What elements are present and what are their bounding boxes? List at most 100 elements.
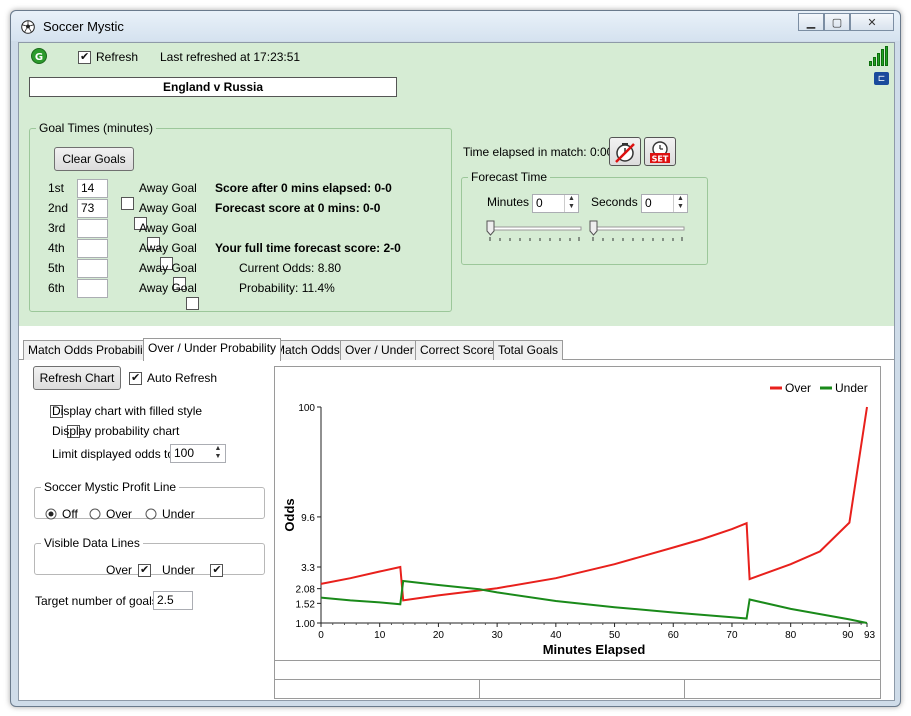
seconds-spinner[interactable]: 0 ▲ ▼ xyxy=(641,194,688,213)
goal-row-label: 1st xyxy=(48,181,65,195)
visible-under-checkbox[interactable] xyxy=(210,562,224,578)
match-panel: G Refresh Last refreshed at 17:23:51 ⊏ E… xyxy=(19,43,894,326)
spinner-arrows-icon[interactable]: ▲ ▼ xyxy=(673,195,687,212)
y-tick-label: 2.08 xyxy=(296,585,316,596)
tab-total-goals[interactable]: Total Goals xyxy=(493,340,564,360)
refresh-chart-button[interactable]: Refresh Chart xyxy=(33,366,121,390)
over-under-chart: 1.00 1.52 2.08 3.3 9.6 100 0 10 20 30 40 50 60 70 80 90… xyxy=(282,381,876,657)
away-goal-checkbox[interactable] xyxy=(121,196,134,210)
window-title: Soccer Mystic xyxy=(43,19,124,34)
y-tick-label: 9.6 xyxy=(301,513,315,524)
auto-refresh-label: Auto Refresh xyxy=(147,371,218,385)
seconds-value: 0 xyxy=(645,196,652,210)
probability-chart-checkbox[interactable] xyxy=(66,425,80,439)
x-tick-label: 70 xyxy=(726,630,738,641)
status-row xyxy=(274,660,881,680)
goal-time-input[interactable] xyxy=(77,239,108,258)
y-tick-label: 3.3 xyxy=(301,563,315,574)
goal-times-group: Goal Times (minutes) xyxy=(29,121,452,312)
away-goal-label: Away Goal xyxy=(139,241,197,255)
spinner-arrows-icon[interactable]: ▲ ▼ xyxy=(214,445,222,460)
profit-over-radio[interactable] xyxy=(89,508,101,520)
away-goal-checkbox[interactable] xyxy=(160,256,173,270)
signal-strength-icon xyxy=(869,46,889,66)
profit-off-radio[interactable] xyxy=(45,508,57,520)
close-button[interactable]: ✕ xyxy=(850,13,894,31)
limit-odds-label: Limit displayed odds to xyxy=(52,447,175,461)
goal-time-input[interactable] xyxy=(77,219,108,238)
probability-chart-label: Display probability chart xyxy=(52,424,180,438)
away-goal-checkbox[interactable] xyxy=(173,276,186,290)
profit-under-radio[interactable] xyxy=(145,508,157,520)
chart-panel: 1.00 1.52 2.08 3.3 9.6 100 0 10 20 30 40 50 60 70 80 90… xyxy=(274,366,881,699)
minimize-icon: ▁ xyxy=(806,16,816,29)
away-goal-checkbox[interactable] xyxy=(147,236,160,250)
auto-refresh-checkbox[interactable] xyxy=(129,370,142,386)
x-tick-label: 80 xyxy=(785,630,797,641)
goal-row-label: 6th xyxy=(48,281,65,295)
status-cell xyxy=(274,679,480,699)
tab-match-odds-probability[interactable]: Match Odds Probability xyxy=(23,340,158,360)
tab-over-under-probability[interactable]: Over / Under Probability xyxy=(143,338,282,361)
set-label: SET xyxy=(652,154,669,163)
visible-over-checkbox[interactable] xyxy=(138,562,152,578)
limit-odds-value: 100 xyxy=(174,446,195,460)
forecast-time-group: Forecast Time xyxy=(461,170,708,265)
tab-match-odds[interactable]: Match Odds xyxy=(270,340,345,360)
goal-time-input[interactable] xyxy=(77,279,108,298)
stop-clock-icon xyxy=(615,142,635,163)
series-line-over xyxy=(320,406,868,602)
pin-icon[interactable]: ⊏ xyxy=(874,72,889,85)
title-bar[interactable]: Soccer Mystic ▁ ▢ ✕ xyxy=(11,11,900,41)
away-goal-label: Away Goal xyxy=(139,181,197,195)
goal-times-legend: Goal Times (minutes) xyxy=(39,121,154,135)
spinner-arrows-icon[interactable]: ▲ ▼ xyxy=(564,195,578,212)
limit-odds-spinner[interactable]: 100 ▲ ▼ xyxy=(170,444,226,463)
legend-label-under: Under xyxy=(835,381,868,395)
goal-time-input[interactable] xyxy=(77,259,108,278)
minimize-button[interactable]: ▁ xyxy=(798,13,824,31)
minutes-spinner[interactable]: 0 ▲ ▼ xyxy=(532,194,579,213)
filled-style-checkbox[interactable] xyxy=(50,405,64,419)
away-goal-checkbox[interactable] xyxy=(186,296,199,310)
x-tick-label: 60 xyxy=(668,630,680,641)
stop-clock-button[interactable] xyxy=(609,137,641,166)
visible-under-label: Under xyxy=(162,563,195,577)
away-goal-label: Away Goal xyxy=(139,281,197,295)
probability-text: Probability: 11.4% xyxy=(239,281,335,295)
green-g-icon[interactable]: G xyxy=(31,48,47,64)
slider-thumb[interactable] xyxy=(589,220,598,236)
x-tick-label: 93 xyxy=(864,630,876,641)
goal-row-label: 4th xyxy=(48,241,65,255)
clear-goals-button[interactable]: Clear Goals xyxy=(54,147,134,171)
filled-style-label: Display chart with filled style xyxy=(52,404,203,418)
status-cell xyxy=(479,679,685,699)
x-tick-label: 0 xyxy=(318,630,324,641)
x-tick-label: 40 xyxy=(550,630,562,641)
goal-row-label: 3rd xyxy=(48,221,66,235)
tab-correct-score[interactable]: Correct Score xyxy=(415,340,500,360)
close-icon: ✕ xyxy=(867,16,877,29)
maximize-button[interactable]: ▢ xyxy=(824,13,850,31)
full-time-forecast-text: Your full time forecast score: 2-0 xyxy=(215,241,401,255)
x-tick-label: 10 xyxy=(374,630,386,641)
slider-thumb[interactable] xyxy=(486,220,495,236)
svg-text:G: G xyxy=(35,52,43,63)
refresh-checkbox[interactable] xyxy=(78,49,91,65)
goal-time-input[interactable]: 14 xyxy=(77,179,108,198)
series-line-under xyxy=(320,579,868,624)
away-goal-label: Away Goal xyxy=(139,221,197,235)
tab-over-under[interactable]: Over / Under xyxy=(340,340,419,360)
away-goal-checkbox[interactable] xyxy=(134,216,147,230)
away-goal-label: Away Goal xyxy=(139,261,197,275)
forecast-score-text: Forecast score at 0 mins: 0-0 xyxy=(215,201,381,215)
seconds-slider[interactable] xyxy=(588,219,688,245)
x-tick-label: 30 xyxy=(492,630,504,641)
visible-over-label: Over xyxy=(106,563,133,577)
target-goals-input[interactable]: 2.5 xyxy=(153,591,193,610)
goal-time-input[interactable]: 73 xyxy=(77,199,108,218)
set-clock-button[interactable]: SET xyxy=(644,137,676,166)
minutes-slider[interactable] xyxy=(485,219,585,245)
score-after-text: Score after 0 mins elapsed: 0-0 xyxy=(215,181,392,195)
away-goal-label: Away Goal xyxy=(139,201,197,215)
